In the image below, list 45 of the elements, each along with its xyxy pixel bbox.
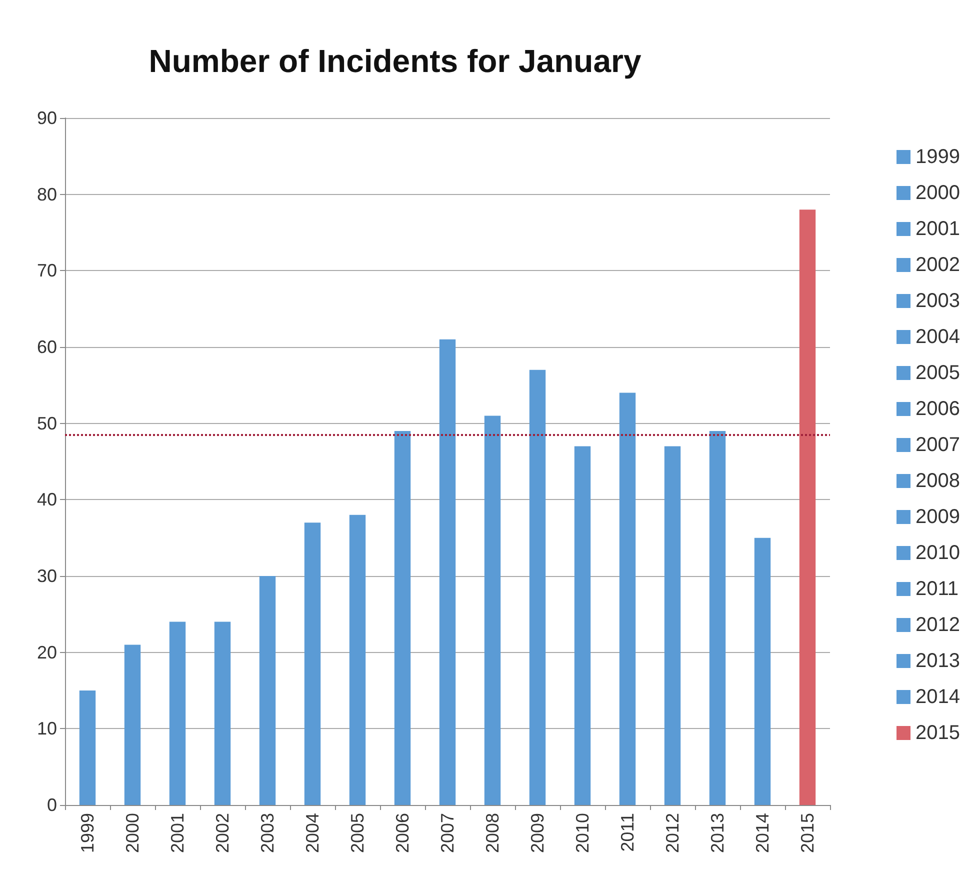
legend-label: 2007	[916, 434, 960, 456]
legend-label: 2015	[916, 722, 960, 744]
x-tick-label: 1999	[78, 813, 98, 854]
legend-label: 2008	[916, 470, 960, 492]
chart-title: Number of Incidents for January	[148, 43, 642, 79]
x-tick-label: 2008	[482, 813, 502, 854]
legend-label: 2011	[916, 578, 959, 600]
x-tick-label: 2002	[212, 813, 232, 854]
y-tick-label: 80	[36, 184, 57, 204]
y-tick-label: 20	[36, 642, 57, 662]
x-tick-label: 2009	[528, 813, 548, 854]
x-tick-label: 2014	[752, 813, 772, 854]
x-tick-label: 2000	[122, 813, 142, 854]
x-tick-label: 2007	[438, 813, 458, 854]
y-tick-label: 60	[36, 337, 57, 357]
x-tick-label: 2015	[798, 813, 818, 854]
y-tick-label: 90	[36, 108, 57, 128]
x-tick-label: 2001	[168, 813, 188, 854]
legend-label: 2013	[916, 650, 960, 672]
y-tick-label: 30	[36, 566, 57, 586]
x-tick-label: 2010	[572, 813, 592, 854]
legend-label: 2010	[916, 542, 960, 564]
legend-label: 2001	[916, 218, 960, 240]
y-tick-label: 10	[36, 718, 57, 739]
x-tick-label: 2013	[708, 813, 728, 854]
x-tick-label: 2004	[302, 813, 322, 854]
x-tick-label: 2005	[348, 813, 368, 854]
y-tick-label: 0	[46, 795, 57, 815]
legend-label: 2000	[916, 182, 960, 204]
legend-label: 2004	[916, 326, 960, 348]
legend-label: 2009	[916, 506, 960, 528]
legend-label: 2003	[916, 290, 960, 312]
legend-label: 2014	[916, 686, 960, 708]
legend-label: 2002	[916, 254, 960, 276]
legend-label: 2005	[916, 362, 960, 384]
y-tick-label: 50	[36, 413, 57, 434]
x-tick-label: 2003	[258, 813, 278, 854]
x-tick-label: 2012	[662, 813, 682, 854]
x-tick-label: 2006	[392, 813, 412, 854]
y-tick-label: 70	[36, 260, 57, 281]
x-tick-label: 2011	[618, 813, 638, 852]
legend-label: 2012	[916, 614, 960, 636]
legend-label: 1999	[916, 146, 960, 168]
legend-label: 2006	[916, 398, 960, 420]
y-tick-label: 40	[36, 490, 57, 510]
